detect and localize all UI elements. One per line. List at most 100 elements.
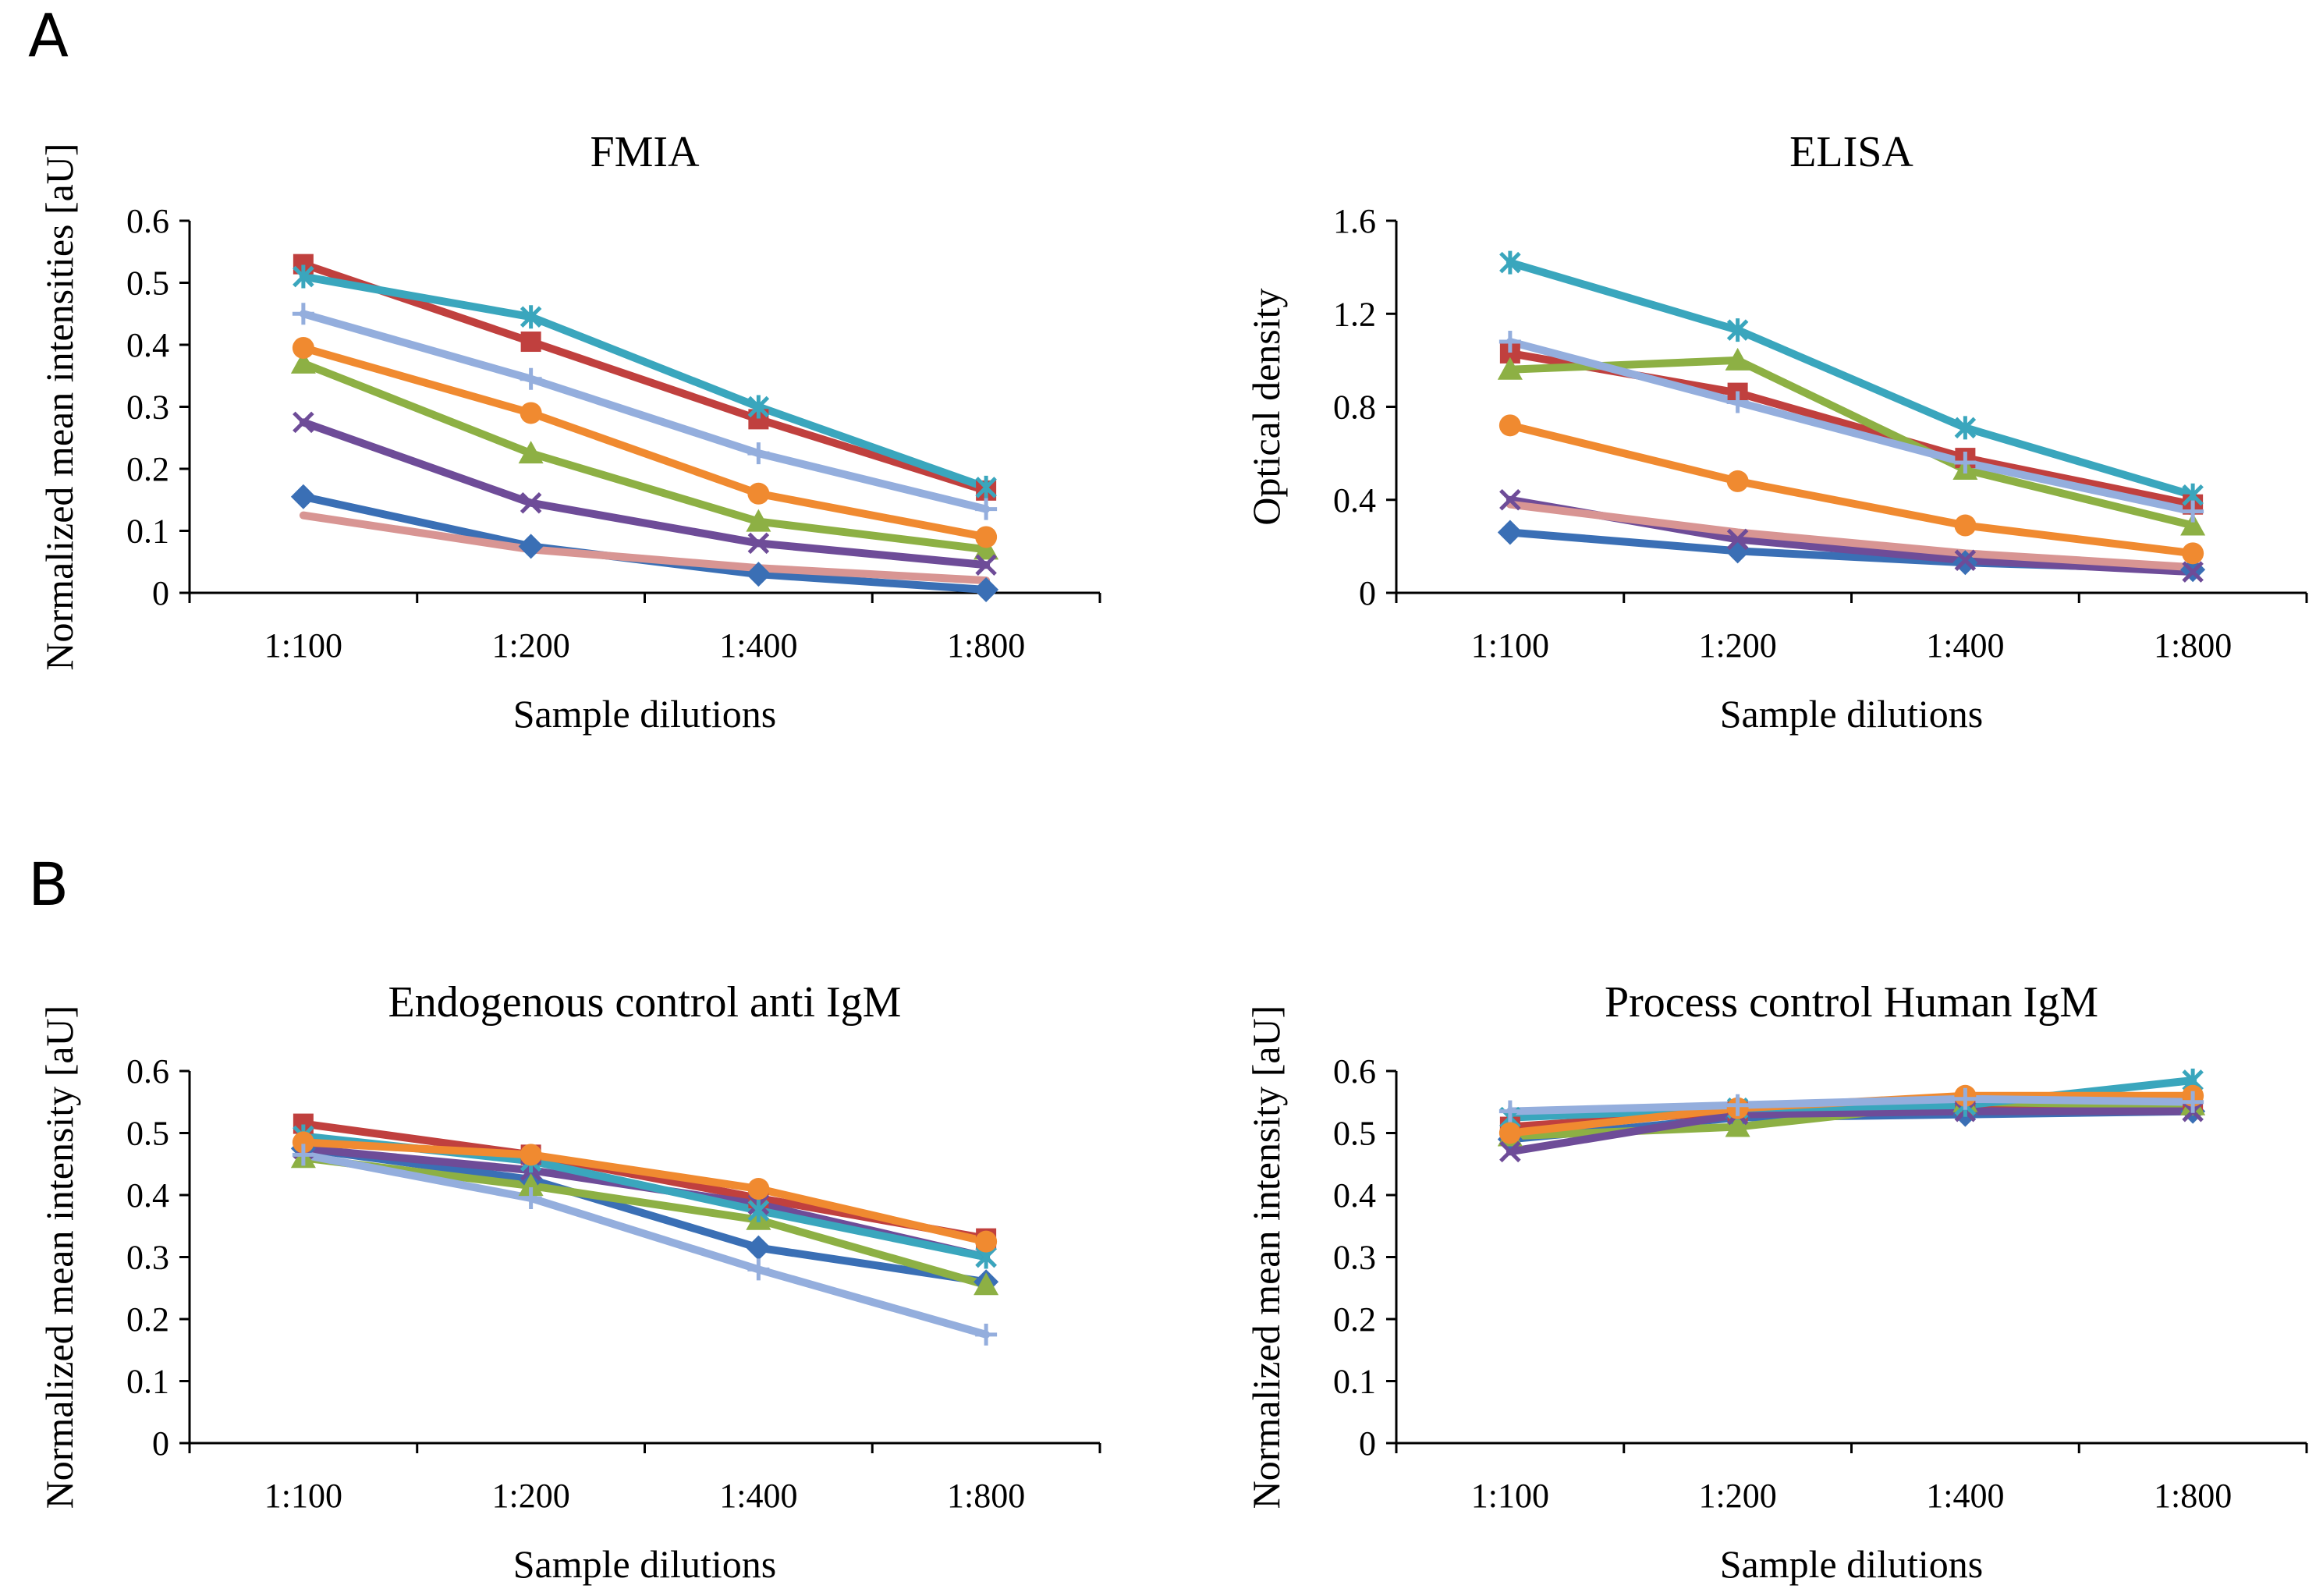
y-tick-label: 0 [152, 574, 169, 612]
series-line-s4 [299, 418, 991, 569]
y-tick-label: 0.6 [1333, 1052, 1376, 1091]
series-line-s3 [299, 1154, 991, 1289]
point-s7 [292, 303, 314, 325]
point-s4 [1726, 528, 1749, 551]
point-s6 [520, 402, 542, 424]
point-s4 [1954, 549, 1977, 572]
y-tick-label: 0.6 [126, 1052, 169, 1091]
point-s5 [747, 1198, 770, 1222]
point-s6 [975, 1230, 998, 1253]
series-line-s2 [299, 260, 991, 495]
x-axis-label: Sample dilutions [1720, 1542, 1984, 1586]
series-lines [1506, 258, 2197, 576]
point-s6 [2182, 542, 2204, 565]
x-tick-label: 1:400 [719, 626, 797, 665]
chart-fmia: FMIA 0 0.1 0.2 0.3 0.4 0.5 0.6 1:100 1:200 1:400 1:… [37, 128, 1101, 736]
y-tick-label: 0.4 [126, 326, 169, 364]
point-s1 [290, 484, 316, 509]
point-s7 [2182, 500, 2204, 523]
point-s7 [975, 498, 998, 520]
point-s6 [1726, 470, 1749, 492]
point-s3 [290, 350, 316, 374]
point-s2 [520, 332, 541, 353]
chart-endogenous-control: Endogenous control anti IgM 0 0.1 0.2 0.3 0.4… [37, 978, 1101, 1586]
series-line-s7 [299, 1151, 991, 1339]
y-tick-label: 0.1 [126, 512, 169, 551]
chart-title: FMIA [590, 128, 700, 176]
point-s3 [974, 537, 999, 560]
series-line-s8 [1506, 500, 2197, 572]
y-tick-label: 0.3 [1333, 1239, 1376, 1277]
point-s7 [1498, 1100, 1521, 1123]
y-tick-label: 0 [152, 1424, 169, 1463]
y-axis-label: Optical density [1244, 288, 1288, 525]
point-s4 [293, 411, 314, 434]
series-line-s7 [299, 310, 991, 513]
series-line-s4 [1506, 1107, 2197, 1156]
point-s1 [974, 577, 999, 603]
point-s1 [746, 1235, 771, 1261]
series-line-s3 [1506, 356, 2197, 530]
series-line-s1 [299, 1144, 991, 1286]
x-tick-label: 1:800 [947, 1477, 1025, 1515]
point-s3 [974, 1272, 999, 1296]
series-line-s6 [299, 343, 991, 541]
point-s7 [520, 1186, 542, 1209]
point-s7 [292, 1144, 314, 1166]
point-s5 [747, 395, 770, 419]
point-s5 [520, 305, 542, 329]
chart-elisa: ELISA 0 0.4 0.8 1.2 1.6 1:100 1:200 1:400 1:800 Sa… [1244, 128, 2308, 736]
x-tick-label: 1:100 [1471, 1477, 1549, 1515]
y-tick-label: 0.2 [126, 450, 169, 488]
series-line-s6 [299, 1138, 991, 1246]
point-s7 [1954, 452, 1977, 474]
point-s6 [1498, 1122, 1521, 1144]
x-tick-label: 1:800 [2154, 1477, 2232, 1515]
series-markers [1497, 250, 2206, 583]
series-lines [1506, 1076, 2197, 1156]
y-tick-label: 0.5 [126, 1115, 169, 1153]
y-tick-label: 0 [1359, 1424, 1376, 1463]
y-tick-label: 0.2 [126, 1300, 169, 1339]
series-markers [1497, 1068, 2206, 1163]
point-s6 [1954, 514, 1977, 537]
point-s7 [1954, 1087, 1977, 1110]
x-tick-label: 1:100 [264, 626, 342, 665]
y-tick-label: 1.6 [1333, 202, 1376, 240]
y-axis-label: Normalized mean intensity [aU] [37, 1005, 81, 1509]
point-s4 [2182, 561, 2204, 583]
series-line-s3 [299, 359, 991, 554]
point-s4 [1499, 488, 1521, 511]
y-tick-label: 0.1 [1333, 1363, 1376, 1401]
series-line-s7 [1506, 1094, 2197, 1115]
point-s1 [518, 534, 544, 559]
x-tick-label: 1:800 [947, 626, 1025, 665]
point-s6 [1498, 414, 1521, 437]
chart-title: ELISA [1789, 128, 1913, 176]
y-tick-label: 0.8 [1333, 388, 1376, 427]
x-tick-label: 1:200 [492, 1477, 570, 1515]
point-s3 [2180, 512, 2206, 536]
point-s4 [520, 491, 542, 514]
point-s3 [1725, 347, 1750, 371]
y-axis-label: Normalized mean intensity [aU] [1244, 1005, 1288, 1509]
x-tick-label: 1:200 [1699, 1477, 1777, 1515]
point-s4 [975, 554, 997, 576]
panel-label-b: B [28, 849, 69, 919]
point-s6 [292, 1131, 314, 1154]
series-line-s7 [1506, 338, 2197, 516]
point-s3 [1497, 356, 1523, 380]
chart-title: Process control Human IgM [1605, 978, 2098, 1027]
point-s6 [747, 1178, 770, 1201]
chart-process-control: Process control Human IgM 0 0.1 0.2 0.3 0.4 0.… [1244, 978, 2308, 1586]
series-line-s5 [299, 1132, 991, 1261]
point-s5 [1499, 250, 1521, 275]
point-s6 [292, 336, 314, 359]
point-s7 [1498, 331, 1521, 353]
x-tick-label: 1:200 [1699, 626, 1777, 665]
series-line-s8 [299, 511, 991, 585]
y-tick-label: 1.2 [1333, 295, 1376, 333]
point-s3 [518, 441, 544, 464]
point-s7 [975, 1323, 998, 1346]
